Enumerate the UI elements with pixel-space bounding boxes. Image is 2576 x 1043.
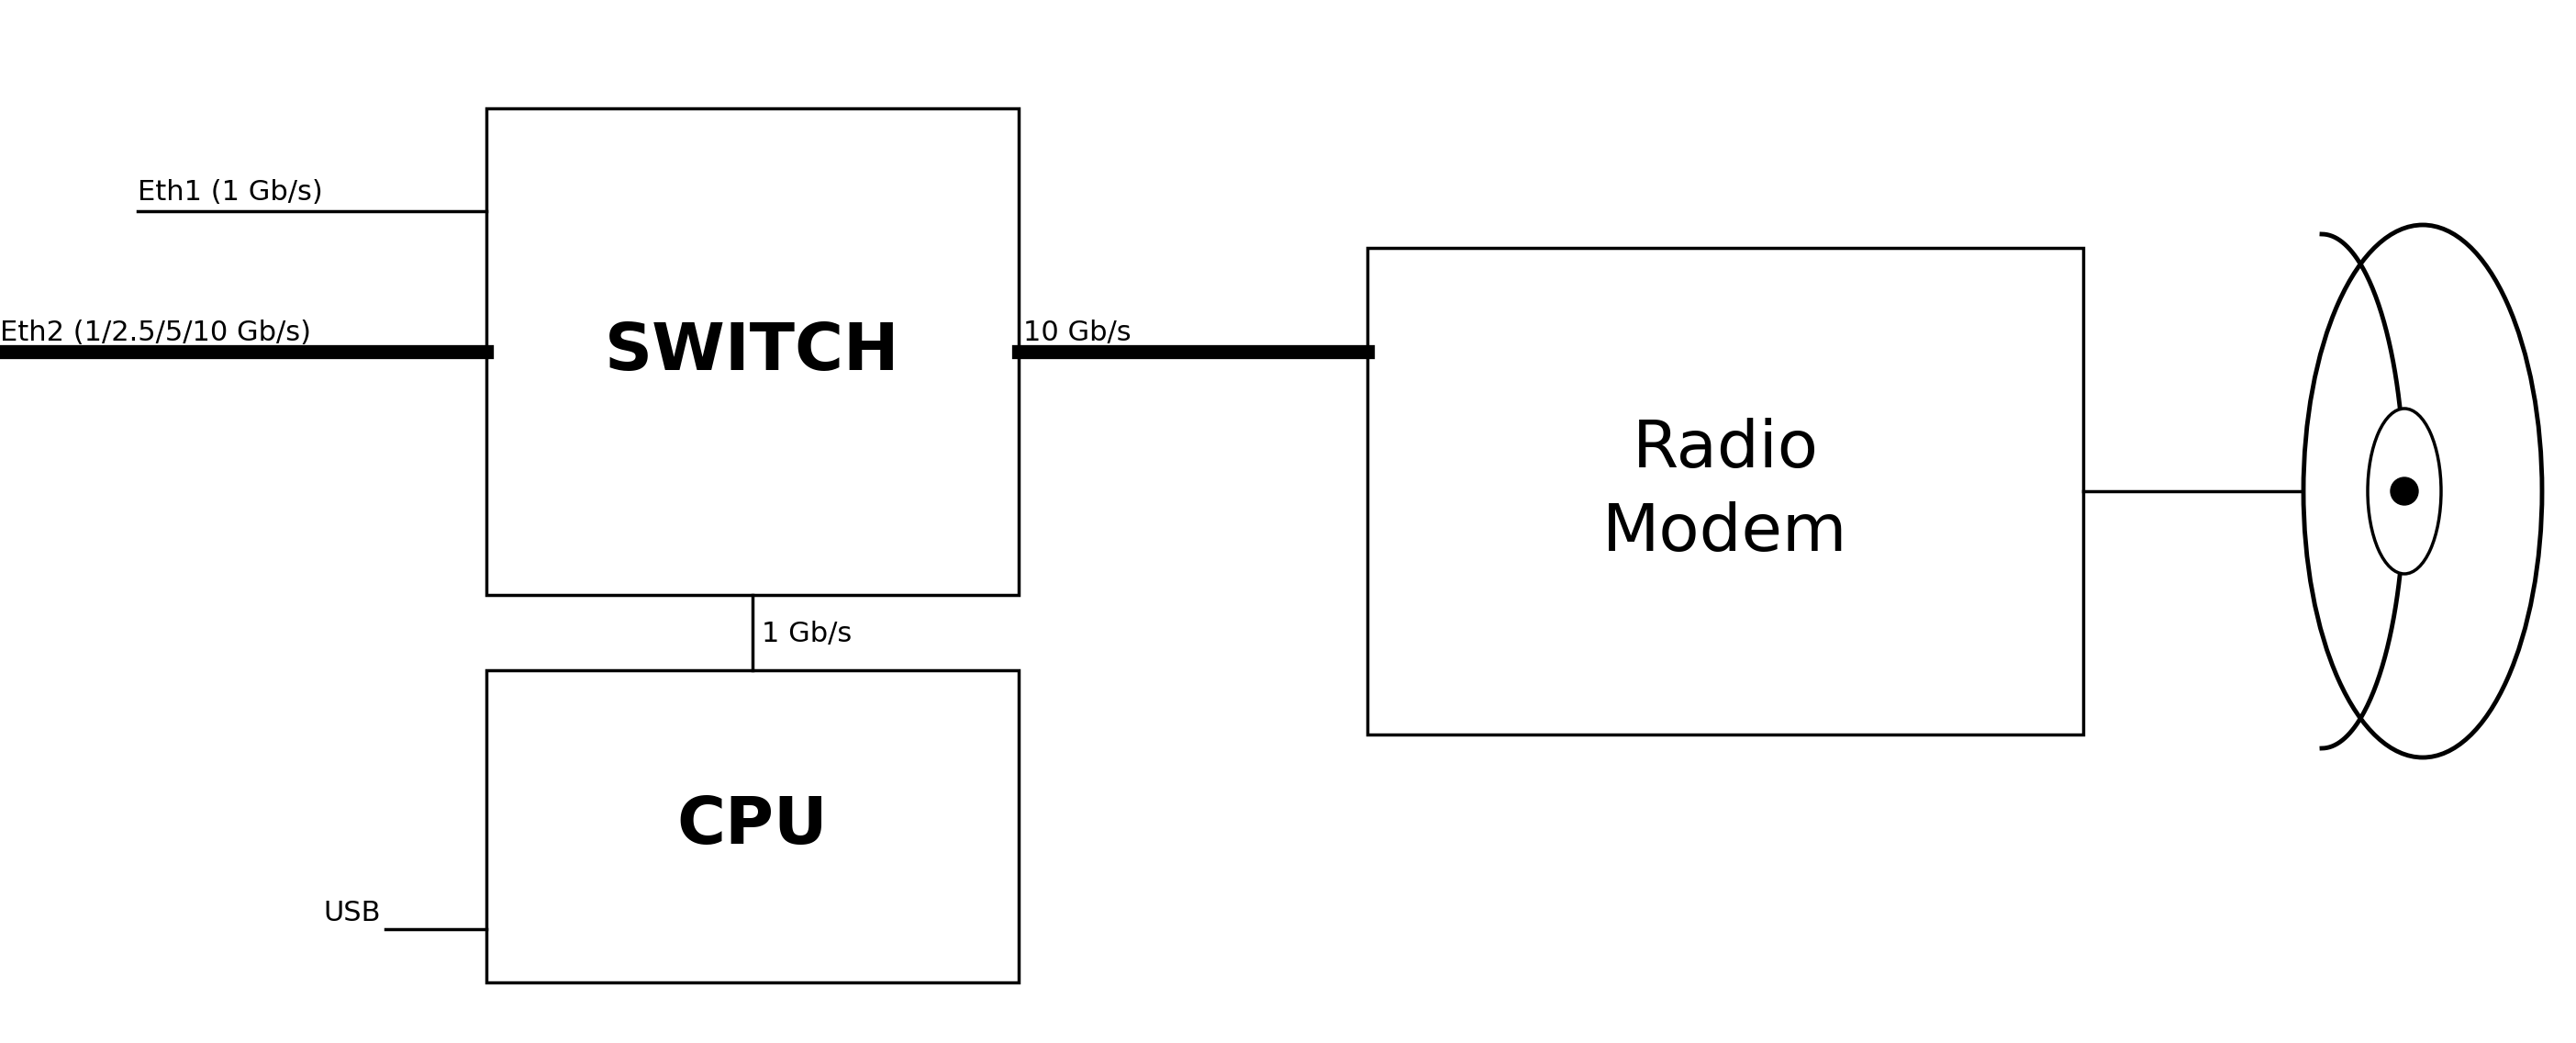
Bar [487, 108, 1018, 595]
Text: SWITCH: SWITCH [605, 320, 899, 384]
Text: 1 Gb/s: 1 Gb/s [762, 621, 853, 647]
Text: 10 Gb/s: 10 Gb/s [1023, 319, 1131, 346]
Ellipse shape [2303, 225, 2543, 757]
Bar [487, 671, 1018, 983]
Text: Eth1 (1 Gb/s): Eth1 (1 Gb/s) [137, 179, 322, 205]
Text: USB: USB [325, 900, 381, 926]
Text: Radio
Modem: Radio Modem [1602, 418, 1847, 564]
Text: Eth2 (1/2.5/5/10 Gb/s): Eth2 (1/2.5/5/10 Gb/s) [0, 319, 312, 346]
Ellipse shape [2367, 409, 2442, 574]
Text: CPU: CPU [677, 795, 827, 858]
Bar [1368, 248, 2084, 734]
Circle shape [2391, 478, 2419, 505]
